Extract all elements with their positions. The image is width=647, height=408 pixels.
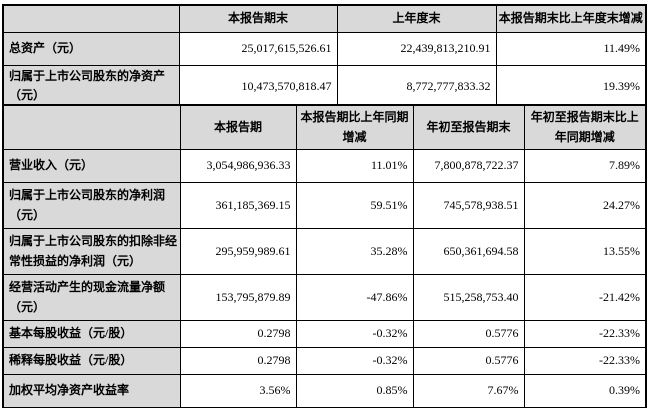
value-cell: 0.2798 bbox=[179, 320, 297, 348]
table-row: 经营活动产生的现金流量净额（元） 153,795,879.89 -47.86% … bbox=[2, 274, 647, 321]
t1-header-prior-year-end: 上年度末 bbox=[336, 4, 497, 33]
table-row: 稀释每股收益（元/股） 0.2798 -0.32% 0.5776 -22.33% bbox=[2, 347, 647, 375]
value-cell: 515,258,753.40 bbox=[412, 274, 525, 321]
value-cell: 8,772,777,833.32 bbox=[336, 65, 497, 108]
value-cell: 361,185,369.15 bbox=[179, 182, 297, 229]
value-cell: -21.42% bbox=[523, 274, 647, 321]
value-cell: 19.39% bbox=[495, 65, 647, 108]
income-summary-table: 本报告期 本报告期比上年同期增减 年初至报告期末 年初至报告期末比上年同期增减 … bbox=[2, 104, 647, 408]
row-label-net-profit-excl-nonrecurring: 归属于上市公司股东的扣除非经常性损益的净利润（元） bbox=[2, 228, 181, 275]
t1-header-change: 本报告期末比上年度末增减 bbox=[495, 4, 647, 33]
value-cell: 153,795,879.89 bbox=[179, 274, 297, 321]
t2-header-current-period: 本报告期 bbox=[179, 104, 297, 150]
table-row: 归属于上市公司股东的净资产（元） 10,473,570,818.47 8,772… bbox=[2, 65, 647, 108]
table-row: 基本每股收益（元/股） 0.2798 -0.32% 0.5776 -22.33% bbox=[2, 320, 647, 348]
balance-summary-table: 本报告期末 上年度末 本报告期末比上年度末增减 总资产（元） 25,017,61… bbox=[2, 4, 647, 109]
row-label-net-assets: 归属于上市公司股东的净资产（元） bbox=[2, 65, 180, 108]
table-row: 总资产（元） 25,017,615,526.61 22,439,813,210.… bbox=[2, 32, 647, 66]
t1-header-current-period-end: 本报告期末 bbox=[178, 4, 338, 33]
value-cell: 3,054,986,936.33 bbox=[179, 149, 297, 183]
value-cell: 7.67% bbox=[412, 374, 525, 408]
row-label-operating-cash-flow: 经营活动产生的现金流量净额（元） bbox=[2, 274, 181, 321]
value-cell: 3.56% bbox=[179, 374, 297, 408]
t1-header-blank bbox=[2, 4, 180, 33]
t2-header-period-yoy-change: 本报告期比上年同期增减 bbox=[295, 104, 414, 150]
value-cell: -0.32% bbox=[295, 347, 414, 375]
row-label-weighted-avg-roe: 加权平均净资产收益率 bbox=[2, 374, 181, 408]
table-row: 归属于上市公司股东的净利润（元） 361,185,369.15 59.51% 7… bbox=[2, 182, 647, 229]
row-label-diluted-eps: 稀释每股收益（元/股） bbox=[2, 347, 181, 375]
value-cell: 295,959,989.61 bbox=[179, 228, 297, 275]
table-header-row: 本报告期末 上年度末 本报告期末比上年度末增减 bbox=[2, 4, 647, 33]
value-cell: -0.32% bbox=[295, 320, 414, 348]
value-cell: -22.33% bbox=[523, 320, 647, 348]
value-cell: 7,800,878,722.37 bbox=[412, 149, 525, 183]
value-cell: 0.39% bbox=[523, 374, 647, 408]
t2-header-ytd: 年初至报告期末 bbox=[412, 104, 525, 150]
t2-header-blank bbox=[2, 104, 181, 150]
table-row: 归属于上市公司股东的扣除非经常性损益的净利润（元） 295,959,989.61… bbox=[2, 228, 647, 275]
row-label-revenue: 营业收入（元） bbox=[2, 149, 181, 183]
t2-header-ytd-yoy-change: 年初至报告期末比上年同期增减 bbox=[523, 104, 647, 150]
value-cell: 10,473,570,818.47 bbox=[178, 65, 338, 108]
value-cell: 0.2798 bbox=[179, 347, 297, 375]
table-row: 营业收入（元） 3,054,986,936.33 11.01% 7,800,87… bbox=[2, 149, 647, 183]
value-cell: 24.27% bbox=[523, 182, 647, 229]
row-label-net-profit: 归属于上市公司股东的净利润（元） bbox=[2, 182, 181, 229]
table-header-row: 本报告期 本报告期比上年同期增减 年初至报告期末 年初至报告期末比上年同期增减 bbox=[2, 104, 647, 150]
table-row: 加权平均净资产收益率 3.56% 0.85% 7.67% 0.39% bbox=[2, 374, 647, 408]
row-label-total-assets: 总资产（元） bbox=[2, 32, 180, 66]
value-cell: 0.5776 bbox=[412, 347, 525, 375]
value-cell: 59.51% bbox=[295, 182, 414, 229]
value-cell: 25,017,615,526.61 bbox=[178, 32, 338, 66]
value-cell: 11.49% bbox=[495, 32, 647, 66]
value-cell: 13.55% bbox=[523, 228, 647, 275]
value-cell: 745,578,938.51 bbox=[412, 182, 525, 229]
value-cell: 7.89% bbox=[523, 149, 647, 183]
value-cell: 0.85% bbox=[295, 374, 414, 408]
value-cell: -47.86% bbox=[295, 274, 414, 321]
value-cell: 650,361,694.58 bbox=[412, 228, 525, 275]
value-cell: 11.01% bbox=[295, 149, 414, 183]
row-label-basic-eps: 基本每股收益（元/股） bbox=[2, 320, 181, 348]
value-cell: -22.33% bbox=[523, 347, 647, 375]
value-cell: 35.28% bbox=[295, 228, 414, 275]
value-cell: 0.5776 bbox=[412, 320, 525, 348]
value-cell: 22,439,813,210.91 bbox=[336, 32, 497, 66]
